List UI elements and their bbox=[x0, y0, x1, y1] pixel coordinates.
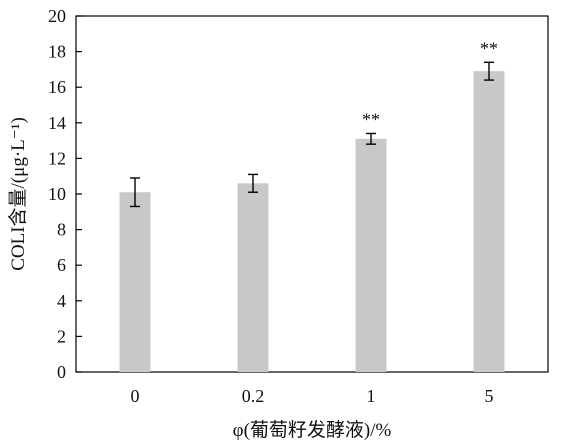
bar-0.2 bbox=[237, 183, 269, 372]
x-tick-label: 1 bbox=[367, 386, 376, 406]
y-tick-label: 6 bbox=[57, 255, 66, 275]
bar-5 bbox=[473, 71, 505, 373]
y-tick-label: 12 bbox=[48, 148, 66, 168]
y-tick-label: 18 bbox=[48, 42, 66, 62]
significance-label: ** bbox=[480, 38, 498, 58]
ticks-layer bbox=[76, 15, 82, 373]
y-tick-label: 20 bbox=[48, 6, 66, 26]
y-tick-label: 8 bbox=[57, 220, 66, 240]
x-tick-label: 5 bbox=[485, 386, 494, 406]
x-tick-label: 0 bbox=[131, 386, 140, 406]
y-tick-label: 16 bbox=[48, 77, 66, 97]
bar-0 bbox=[119, 192, 151, 372]
y-tick-label: 10 bbox=[48, 184, 66, 204]
significance-label: ** bbox=[362, 109, 380, 129]
y-tick-label: 14 bbox=[48, 113, 66, 133]
x-tick-label: 0.2 bbox=[242, 386, 265, 406]
bar-1 bbox=[355, 138, 387, 372]
y-tick-label: 2 bbox=[57, 326, 66, 346]
error-bars-layer bbox=[130, 61, 494, 208]
x-axis-label: φ(葡萄籽发酵液)/% bbox=[233, 419, 392, 441]
y-axis-label: COLI含量/(μg·L⁻¹) bbox=[7, 117, 29, 271]
bars-layer bbox=[119, 71, 505, 373]
y-tick-label: 4 bbox=[57, 291, 66, 311]
y-tick-label: 0 bbox=[57, 362, 66, 382]
labels-layer: 0 2 4 6 8 10 12 14 16 18 20 0 0.2 ** 1 ** 5 bbox=[48, 6, 498, 406]
